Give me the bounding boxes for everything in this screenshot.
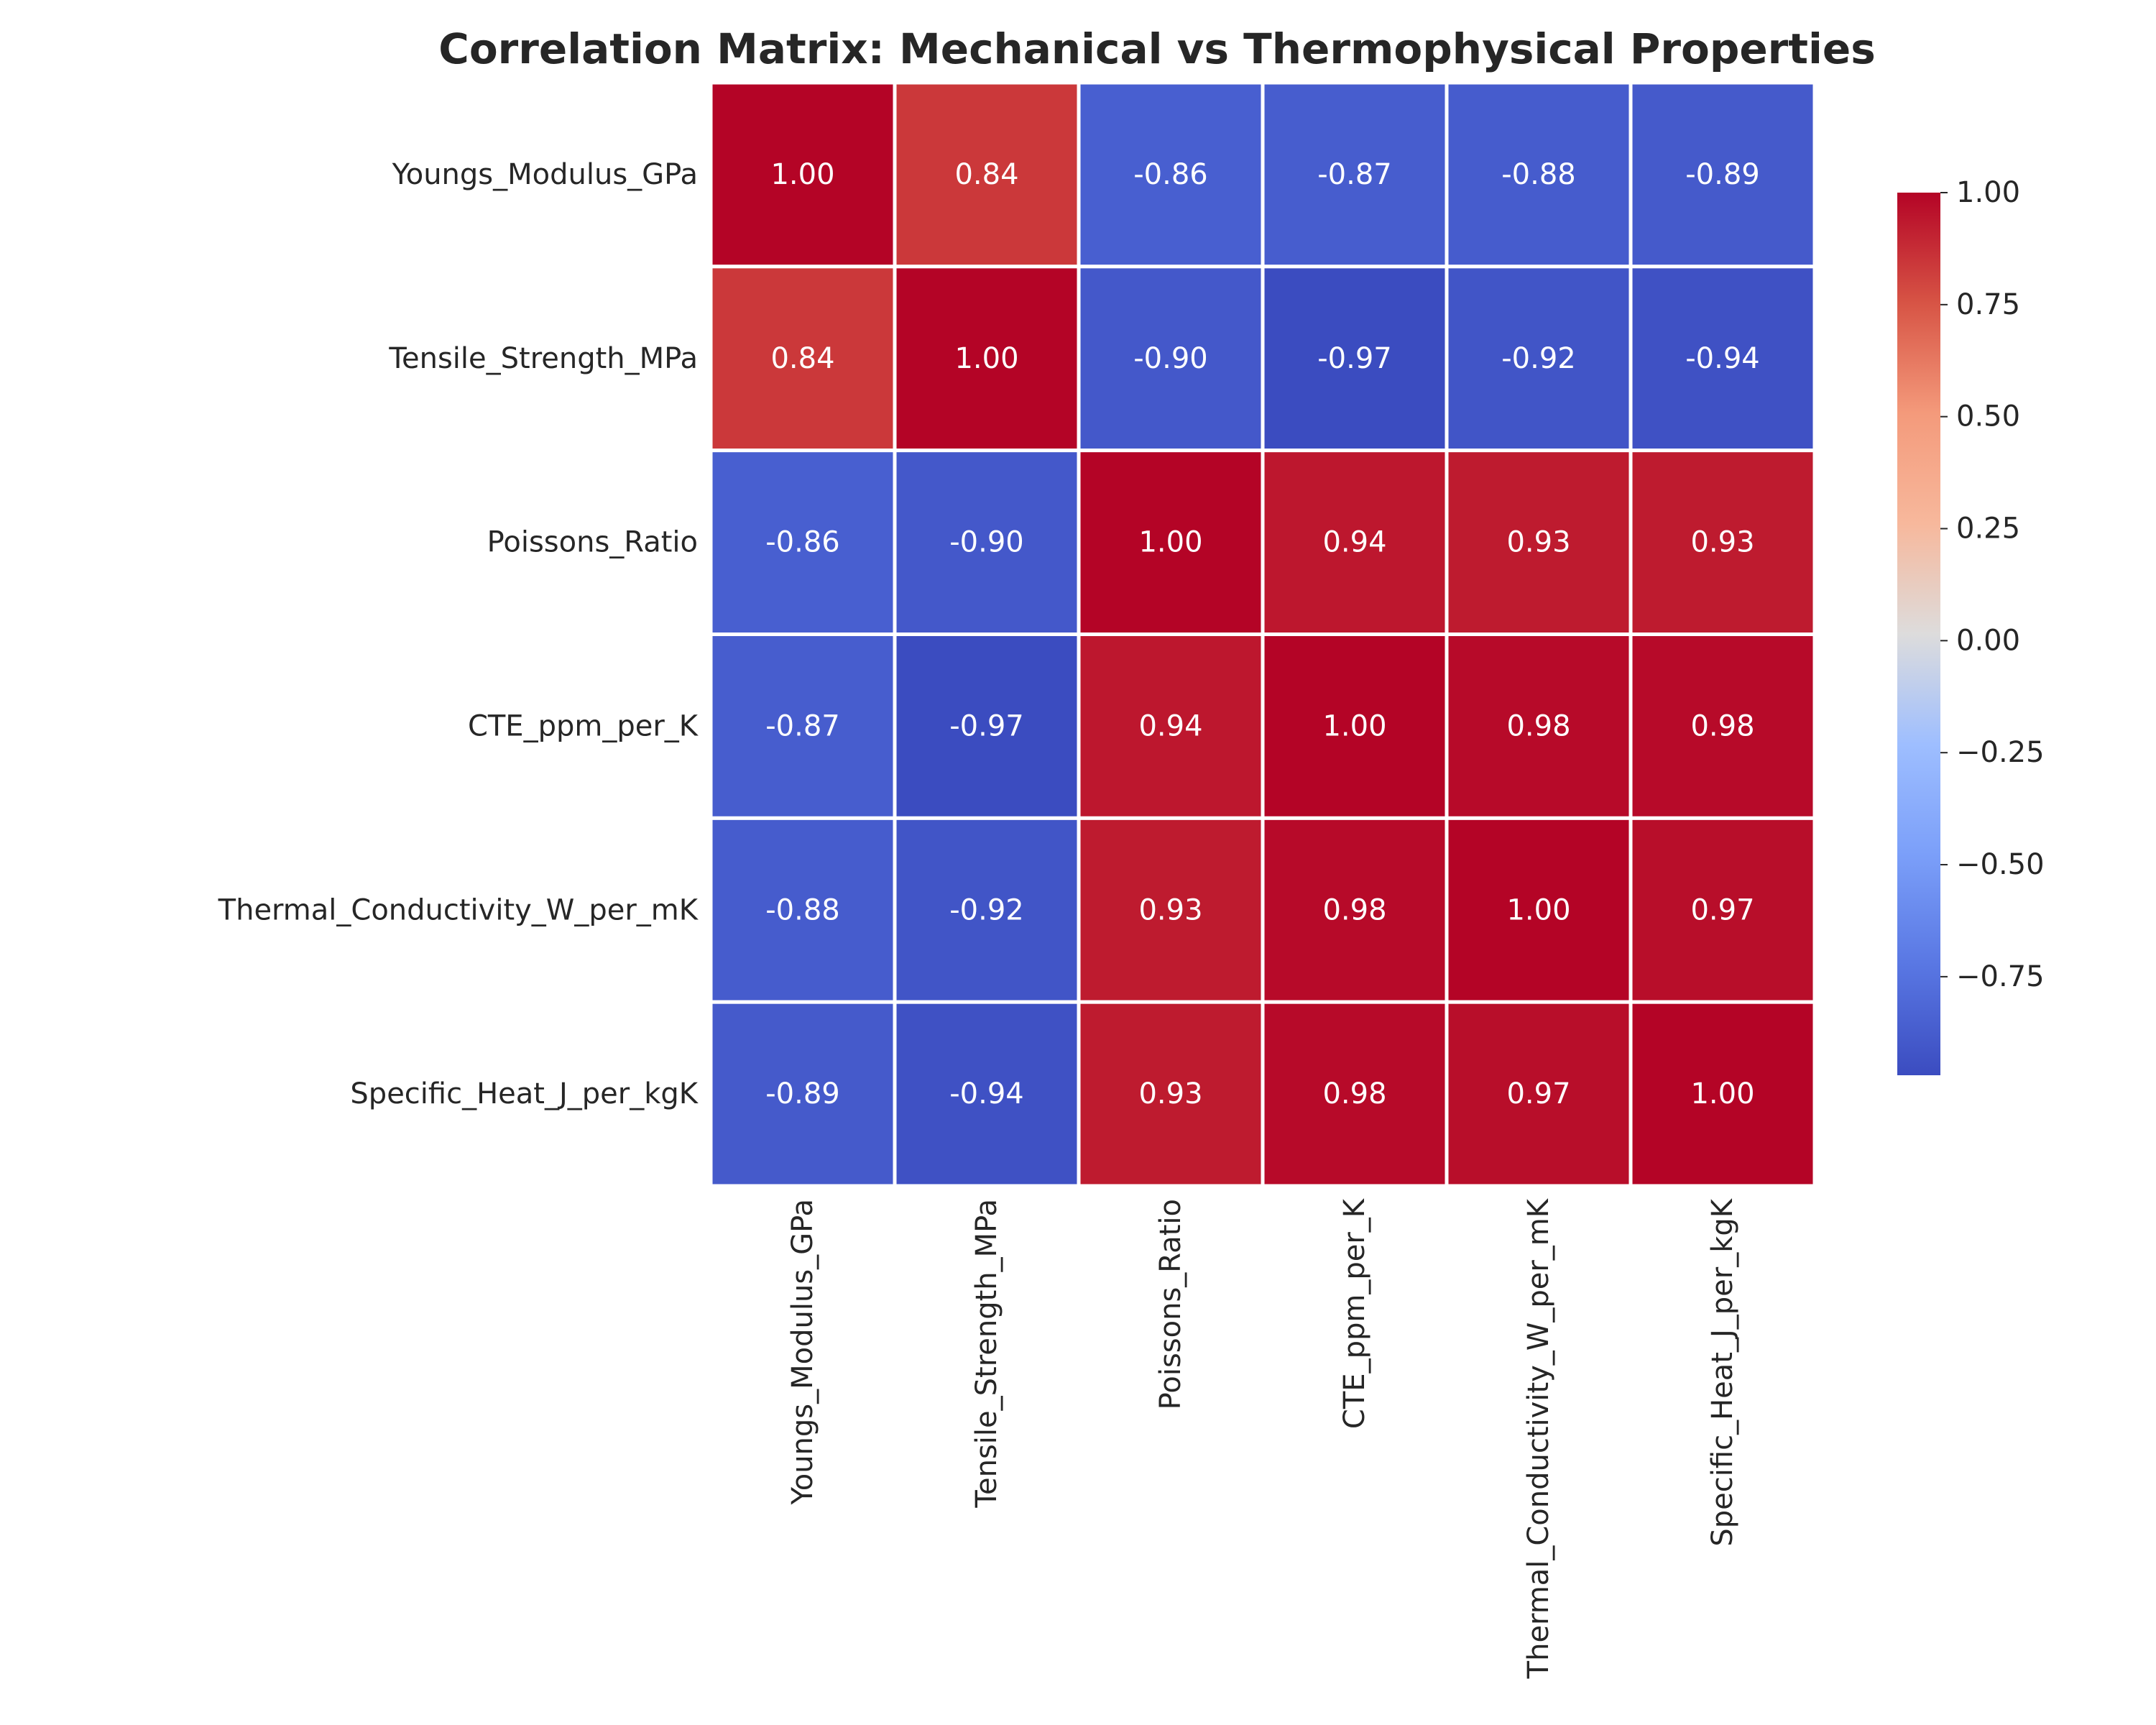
colorbar-tick-label: 0.50 xyxy=(1956,400,2020,433)
column-tick-labels: Youngs_Modulus_GPa Tensile_Strength_MPa Po… xyxy=(786,1197,1739,1679)
heatmap-cell xyxy=(1077,80,1265,269)
colorbar-gradient xyxy=(1897,193,1940,1075)
heatmap-cell xyxy=(1261,264,1449,453)
cell-value-label: 0.93 xyxy=(1138,893,1202,926)
heatmap-cell xyxy=(893,632,1081,820)
row-tick-label: CTE_ppm_per_K xyxy=(468,709,699,742)
cell-value-label: 0.93 xyxy=(1506,526,1570,559)
column-tick-label: Tensile_Strength_MPa xyxy=(970,1199,1003,1509)
heatmap-cell xyxy=(1628,632,1817,820)
colorbar-tick-label: 1.00 xyxy=(1956,176,2020,209)
cell-value-label: 1.00 xyxy=(1322,709,1386,742)
cell-value-label: 0.94 xyxy=(1322,526,1386,559)
heatmap-cell xyxy=(1628,80,1817,269)
colorbar-tick-label: −0.75 xyxy=(1956,960,2045,993)
heatmap-cell xyxy=(1261,816,1449,1004)
cell-value-label: 0.94 xyxy=(1138,709,1202,742)
heatmap-cells: 1.00 0.84 -0.86 -0.87 -0.88 -0.89 0.84 1.00 -0.9… xyxy=(709,80,1817,1188)
cell-value-label: 0.97 xyxy=(1690,893,1754,926)
chart-title: Correlation Matrix: Mechanical vs Thermo… xyxy=(438,24,1876,73)
row-tick-label: Thermal_Conductivity_W_per_mK xyxy=(218,893,699,926)
cell-value-label: -0.97 xyxy=(1317,342,1392,375)
column-tick-label: Specific_Heat_J_per_kgK xyxy=(1706,1197,1739,1546)
row-tick-label: Tensile_Strength_MPa xyxy=(388,342,698,375)
heatmap-cell xyxy=(1261,632,1449,820)
cell-value-label: 0.93 xyxy=(1138,1077,1202,1110)
colorbar-tick-label: 0.25 xyxy=(1956,512,2020,546)
column-tick-label: Poissons_Ratio xyxy=(1154,1199,1187,1409)
heatmap-cell xyxy=(1445,816,1633,1004)
cell-value-label: 0.98 xyxy=(1322,1077,1386,1110)
heatmap-cell xyxy=(1445,632,1633,820)
cell-value-label: -0.88 xyxy=(1501,158,1576,191)
heatmap-cell xyxy=(893,80,1081,269)
heatmap-cell xyxy=(709,80,897,269)
colorbar: 1.00 0.75 0.50 0.25 0.00 −0.25 −0.50 −0.75 xyxy=(1897,176,2045,1075)
cell-value-label: 0.84 xyxy=(954,158,1018,191)
colorbar-tick-label: −0.25 xyxy=(1956,736,2045,769)
column-tick-label: Thermal_Conductivity_W_per_mK xyxy=(1522,1197,1555,1679)
cell-value-label: -0.92 xyxy=(949,893,1024,926)
row-tick-labels: Youngs_Modulus_GPa Tensile_Strength_MPa Po… xyxy=(218,158,699,1110)
cell-value-label: 0.84 xyxy=(770,342,834,375)
cell-value-label: -0.90 xyxy=(949,526,1024,559)
row-tick-label: Youngs_Modulus_GPa xyxy=(392,158,698,191)
cell-value-label: 1.00 xyxy=(1506,893,1570,926)
cell-value-label: -0.89 xyxy=(765,1077,840,1110)
cell-value-label: 0.93 xyxy=(1690,526,1754,559)
row-tick-label: Specific_Heat_J_per_kgK xyxy=(350,1077,699,1110)
column-tick-label: CTE_ppm_per_K xyxy=(1338,1197,1371,1429)
column-tick-label: Youngs_Modulus_GPa xyxy=(786,1199,819,1505)
cell-value-label: 0.98 xyxy=(1690,709,1754,742)
heatmap-cell xyxy=(1261,448,1449,637)
cell-value-label: -0.86 xyxy=(1133,158,1208,191)
heatmap-cell xyxy=(1628,264,1817,453)
heatmap-cell xyxy=(1077,632,1265,820)
heatmap-cell xyxy=(709,632,897,820)
cell-value-label: 0.97 xyxy=(1506,1077,1570,1110)
heatmap-cell xyxy=(893,448,1081,637)
heatmap-cell xyxy=(1628,448,1817,637)
cell-value-label: -0.88 xyxy=(765,893,840,926)
heatmap-cell xyxy=(1628,1000,1817,1188)
cell-value-label: 1.00 xyxy=(1690,1077,1754,1110)
cell-value-label: 0.98 xyxy=(1506,709,1570,742)
cell-value-label: -0.92 xyxy=(1501,342,1576,375)
cell-value-label: -0.90 xyxy=(1133,342,1208,375)
heatmap-cell xyxy=(1261,1000,1449,1188)
colorbar-tick-label: 0.00 xyxy=(1956,624,2020,657)
cell-value-label: -0.94 xyxy=(1685,342,1760,375)
colorbar-tick-label: −0.50 xyxy=(1956,848,2045,881)
cell-value-label: -0.87 xyxy=(765,709,840,742)
heatmap-cell xyxy=(1445,448,1633,637)
cell-value-label: 1.00 xyxy=(954,342,1018,375)
cell-value-label: -0.94 xyxy=(949,1077,1024,1110)
heatmap-cell xyxy=(893,264,1081,453)
heatmap-cell xyxy=(1628,816,1817,1004)
cell-value-label: -0.86 xyxy=(765,526,840,559)
cell-value-label: 1.00 xyxy=(770,158,834,191)
heatmap-cell xyxy=(709,1000,897,1188)
heatmap-cell xyxy=(1445,1000,1633,1188)
row-tick-label: Poissons_Ratio xyxy=(487,526,698,559)
cell-value-label: -0.97 xyxy=(949,709,1024,742)
heatmap-cell xyxy=(1077,816,1265,1004)
cell-value-label: 0.98 xyxy=(1322,893,1386,926)
cell-value-label: -0.89 xyxy=(1685,158,1760,191)
cell-value-label: -0.87 xyxy=(1317,158,1392,191)
colorbar-tick-label: 0.75 xyxy=(1956,288,2020,321)
cell-value-label: 1.00 xyxy=(1138,526,1202,559)
